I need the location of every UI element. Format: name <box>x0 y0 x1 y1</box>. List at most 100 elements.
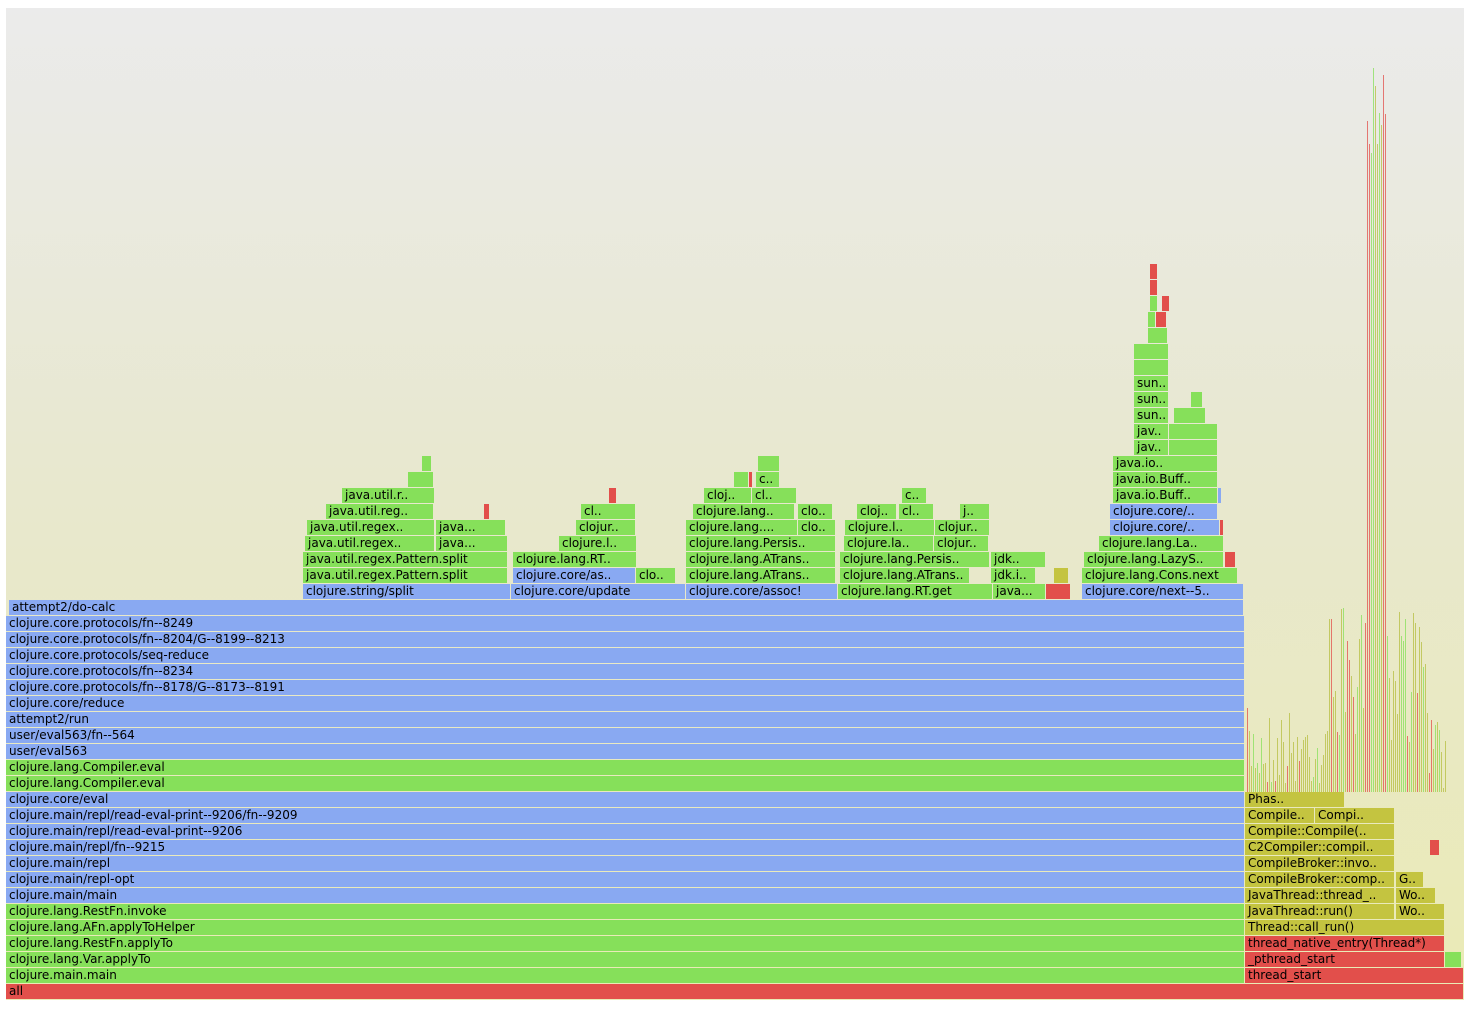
stack-frame[interactable] <box>408 472 433 487</box>
stack-frame[interactable]: java... <box>993 584 1045 599</box>
stack-frame[interactable]: clojure.main/repl/fn--9215 <box>6 840 1244 855</box>
stack-frame[interactable]: java.util.r.. <box>342 488 434 503</box>
stack-frame[interactable] <box>1134 344 1168 359</box>
stack-frame[interactable]: clojure.la.. <box>844 536 933 551</box>
stack-frame[interactable]: C2Compiler::compil.. <box>1245 840 1394 855</box>
stack-frame[interactable] <box>1156 312 1159 327</box>
stack-frame[interactable]: clojure.lang.Compiler.eval <box>6 776 1244 791</box>
stack-frame[interactable]: java.io.Buff.. <box>1113 488 1217 503</box>
stack-frame[interactable]: clojure.lang.AFn.applyToHelper <box>6 920 1244 935</box>
stack-frame[interactable]: cl.. <box>752 488 796 503</box>
stack-frame[interactable]: clojur.. <box>935 520 989 535</box>
stack-frame[interactable]: clo.. <box>636 568 675 583</box>
stack-frame[interactable]: sun.. <box>1134 376 1168 391</box>
stack-frame[interactable]: cl.. <box>899 504 933 519</box>
stack-frame[interactable]: clojure.main/main <box>6 888 1244 903</box>
stack-frame[interactable]: clojure.lang.Persis.. <box>686 536 835 551</box>
stack-frame[interactable]: clojure.core/.. <box>1110 504 1217 519</box>
stack-frame[interactable]: clojure.core/reduce <box>6 696 1244 711</box>
stack-frame[interactable]: Thread::call_run() <box>1245 920 1444 935</box>
stack-frame[interactable]: attempt2/do-calc <box>9 600 1243 615</box>
stack-frame[interactable]: CompileBroker::comp.. <box>1245 872 1394 887</box>
stack-frame[interactable]: jdk.. <box>991 552 1045 567</box>
stack-frame[interactable]: clojure.core/.. <box>1110 520 1219 535</box>
stack-frame[interactable]: java... <box>436 520 505 535</box>
stack-frame[interactable] <box>484 504 489 519</box>
stack-frame[interactable]: java.util.regex.. <box>307 520 434 535</box>
stack-frame[interactable] <box>1174 408 1205 423</box>
stack-frame[interactable] <box>609 488 616 503</box>
stack-frame[interactable]: java... <box>436 536 507 551</box>
stack-frame[interactable]: JavaThread::run() <box>1245 904 1394 919</box>
stack-frame[interactable] <box>749 472 752 487</box>
stack-frame[interactable]: java.util.regex.. <box>305 536 434 551</box>
stack-frame[interactable]: clojure.lang.RestFn.invoke <box>6 904 1244 919</box>
stack-frame[interactable]: cl.. <box>581 504 635 519</box>
stack-frame[interactable]: sun.. <box>1134 392 1168 407</box>
stack-frame[interactable] <box>1150 280 1157 295</box>
stack-frame[interactable]: clojure.string/split <box>303 584 510 599</box>
stack-frame[interactable]: clojure.lang.RT.. <box>513 552 636 567</box>
stack-frame[interactable]: clojure.core.protocols/fn--8234 <box>6 664 1244 679</box>
stack-frame[interactable]: clojure.main/repl-opt <box>6 872 1244 887</box>
stack-frame[interactable]: clojure.core/as.. <box>513 568 635 583</box>
stack-frame[interactable]: clojure.lang.... <box>686 520 797 535</box>
stack-frame[interactable]: clojure.core.protocols/fn--8249 <box>6 616 1244 631</box>
stack-frame[interactable]: java.io.Buff.. <box>1113 472 1217 487</box>
stack-frame[interactable]: clojure.main.main <box>6 968 1244 983</box>
stack-frame[interactable] <box>1445 952 1461 967</box>
stack-frame[interactable] <box>1162 296 1169 311</box>
stack-frame[interactable]: clojure.main/repl/read-eval-print--9206/… <box>6 808 1244 823</box>
stack-frame[interactable]: all <box>6 984 1463 999</box>
stack-frame[interactable]: Compi.. <box>1315 808 1394 823</box>
stack-frame[interactable] <box>422 456 431 471</box>
stack-frame[interactable] <box>1430 840 1439 855</box>
stack-frame[interactable]: java.util.regex.Pattern.split <box>303 552 507 567</box>
stack-frame[interactable]: java.io.. <box>1113 456 1217 471</box>
stack-frame[interactable] <box>1134 360 1168 375</box>
stack-frame[interactable]: Wo.. <box>1396 888 1435 903</box>
stack-frame[interactable]: clojure.lang.ATrans.. <box>686 568 835 583</box>
stack-frame[interactable]: clojure.core.protocols/seq-reduce <box>6 648 1244 663</box>
stack-frame[interactable] <box>1169 440 1217 455</box>
stack-frame[interactable]: cloj.. <box>704 488 751 503</box>
stack-frame[interactable]: j.. <box>960 504 989 519</box>
stack-frame[interactable]: CompileBroker::invo.. <box>1245 856 1394 871</box>
stack-frame[interactable]: clojure.lang.RestFn.applyTo <box>6 936 1244 951</box>
stack-frame[interactable]: thread_start <box>1245 968 1463 983</box>
stack-frame[interactable]: _pthread_start <box>1245 952 1444 967</box>
stack-frame[interactable]: Compile::Compile(.. <box>1245 824 1394 839</box>
stack-frame[interactable] <box>1150 296 1157 311</box>
stack-frame[interactable]: clojure.l.. <box>559 536 636 551</box>
stack-frame[interactable]: JavaThread::thread_.. <box>1245 888 1394 903</box>
stack-frame[interactable]: Compile.. <box>1245 808 1314 823</box>
stack-frame[interactable]: attempt2/run <box>6 712 1244 727</box>
stack-frame[interactable] <box>758 456 779 471</box>
stack-frame[interactable]: clojure.lang.RT.get <box>838 584 992 599</box>
stack-frame[interactable]: clojure.core.protocols/fn--8178/G--8173-… <box>6 680 1244 695</box>
stack-frame[interactable]: clo.. <box>798 520 835 535</box>
stack-frame[interactable]: clojure.lang.Compiler.eval <box>6 760 1244 775</box>
stack-frame[interactable]: Wo.. <box>1396 904 1444 919</box>
stack-frame[interactable]: clojure.main/repl/read-eval-print--9206 <box>6 824 1244 839</box>
stack-frame[interactable] <box>734 472 748 487</box>
stack-frame[interactable]: clojure.lang.Persis.. <box>840 552 989 567</box>
stack-frame[interactable]: Phas.. <box>1245 792 1344 807</box>
stack-frame[interactable] <box>1148 328 1167 343</box>
stack-frame[interactable]: jdk.i.. <box>991 568 1035 583</box>
stack-frame[interactable]: user/eval563 <box>6 744 1244 759</box>
stack-frame[interactable]: clojure.core.protocols/fn--8204/G--8199-… <box>6 632 1244 647</box>
stack-frame[interactable]: clojure.core/eval <box>6 792 1244 807</box>
stack-frame[interactable] <box>1148 312 1155 327</box>
stack-frame[interactable]: clojure.lang.ATrans.. <box>840 568 969 583</box>
stack-frame[interactable]: clojure.lang.. <box>693 504 794 519</box>
stack-frame[interactable] <box>1159 312 1166 327</box>
stack-frame[interactable] <box>1218 488 1221 503</box>
stack-frame[interactable]: jav.. <box>1134 424 1168 439</box>
stack-frame[interactable]: clojur.. <box>934 536 988 551</box>
stack-frame[interactable]: clojur.. <box>576 520 635 535</box>
stack-frame[interactable]: user/eval563/fn--564 <box>6 728 1244 743</box>
stack-frame[interactable] <box>1046 584 1070 599</box>
stack-frame[interactable]: clojure.lang.La.. <box>1099 536 1223 551</box>
stack-frame[interactable]: clojure.lang.ATrans.. <box>686 552 835 567</box>
